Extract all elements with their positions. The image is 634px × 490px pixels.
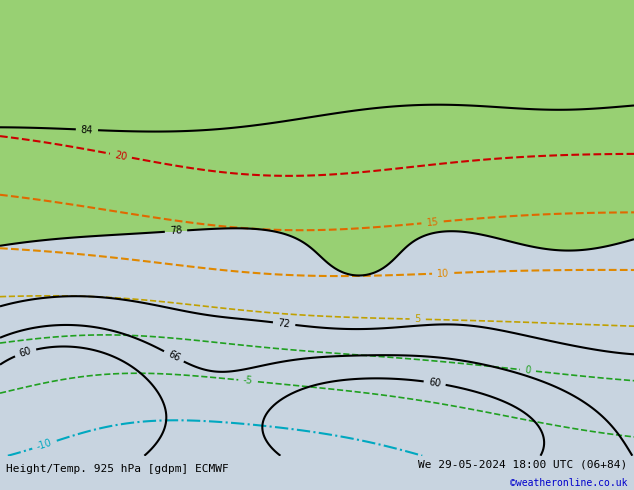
Text: 10: 10 [437, 268, 450, 278]
Text: 84: 84 [81, 124, 93, 135]
Text: 66: 66 [166, 349, 181, 364]
Text: -5: -5 [243, 375, 254, 386]
Text: 15: 15 [426, 217, 439, 228]
Text: 60: 60 [428, 377, 441, 389]
Text: 72: 72 [277, 318, 291, 329]
Text: 60: 60 [18, 346, 33, 359]
Text: We 29-05-2024 18:00 UTC (06+84): We 29-05-2024 18:00 UTC (06+84) [418, 459, 628, 469]
Text: 20: 20 [114, 149, 128, 162]
Text: 5: 5 [415, 314, 421, 324]
Text: -10: -10 [36, 438, 53, 452]
Text: 0: 0 [524, 365, 531, 376]
Text: ©weatheronline.co.uk: ©weatheronline.co.uk [510, 478, 628, 488]
Text: Height/Temp. 925 hPa [gdpm] ECMWF: Height/Temp. 925 hPa [gdpm] ECMWF [6, 465, 229, 474]
Text: 78: 78 [169, 226, 183, 237]
